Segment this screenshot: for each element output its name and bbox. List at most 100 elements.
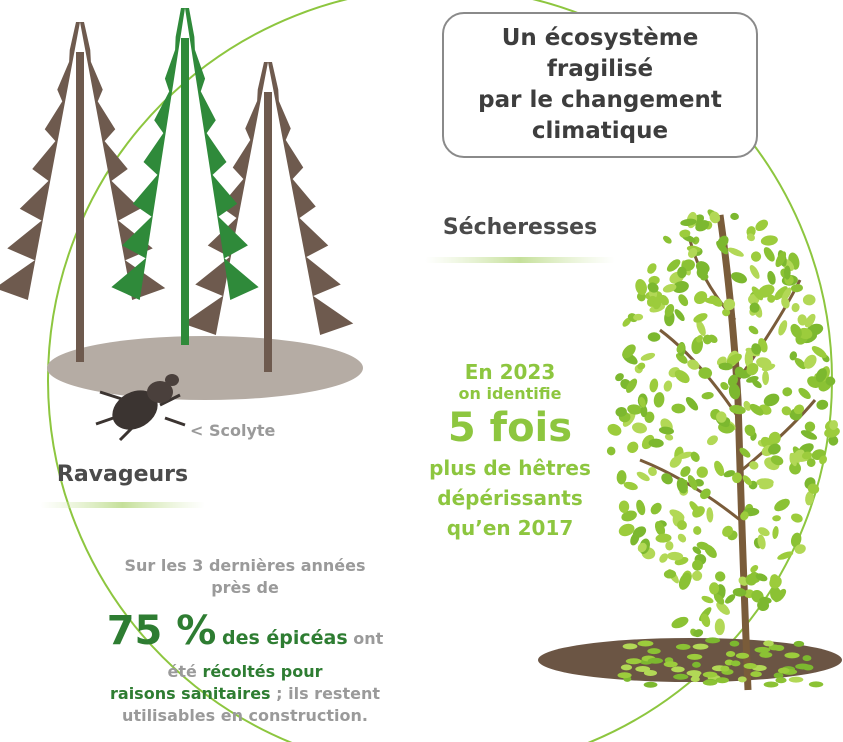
leaf [680, 466, 691, 477]
leaf [756, 478, 774, 487]
leaf [773, 672, 784, 679]
leaf [663, 569, 677, 579]
leaf [768, 443, 781, 455]
stat-line: près de [211, 578, 279, 597]
leaf [767, 270, 776, 285]
leaf [797, 314, 807, 326]
leaf [663, 661, 678, 668]
leaf [729, 404, 746, 415]
trunk [76, 52, 84, 362]
leaf [790, 513, 803, 523]
leaf [637, 362, 646, 370]
leaf [679, 229, 691, 238]
leaf [676, 451, 693, 460]
leaf [708, 334, 718, 344]
leaf [774, 286, 788, 301]
leaf [687, 359, 700, 370]
leaf [648, 467, 657, 477]
leaf [627, 441, 639, 454]
leaf [789, 351, 798, 361]
leaf [742, 475, 752, 486]
leaf [687, 474, 698, 491]
stat-line: qu’en 2017 [446, 516, 574, 540]
leaf [692, 559, 703, 571]
leaf [722, 308, 731, 317]
leaf [756, 357, 772, 369]
leaf [701, 391, 714, 400]
leaf [702, 671, 718, 678]
foliage [0, 22, 166, 300]
leaf [804, 421, 816, 432]
leaf [647, 648, 661, 655]
leaf [802, 294, 816, 306]
leaf [636, 471, 650, 482]
leaf [674, 309, 685, 322]
leaf [607, 423, 622, 436]
leaf [644, 411, 655, 423]
leaf [790, 284, 803, 293]
leaf [676, 477, 688, 494]
leaf [700, 488, 711, 500]
beetle-label: < Scolyte [190, 421, 276, 440]
leaf [655, 533, 672, 543]
leaf [739, 447, 751, 458]
leaf [664, 303, 675, 317]
leaf [727, 374, 738, 387]
leaf [716, 601, 730, 615]
leaf [784, 652, 800, 659]
leaf [816, 399, 829, 410]
leaf [709, 582, 720, 595]
leaf [743, 662, 757, 669]
stat-line: En 2023 [464, 360, 556, 384]
leaf [722, 525, 733, 537]
leaf [622, 643, 638, 650]
leaf [755, 219, 769, 232]
leaf [666, 259, 681, 272]
leaf [647, 332, 661, 342]
stat-text: ont [353, 629, 384, 648]
leaf [763, 247, 775, 262]
leaf [744, 424, 756, 437]
leaf [802, 664, 814, 671]
leaf [658, 426, 674, 435]
leaf [640, 405, 648, 418]
leaf [749, 461, 759, 470]
leaf [632, 422, 647, 434]
leaf [750, 671, 762, 678]
leaf [805, 491, 814, 506]
leaf [632, 526, 647, 539]
leaf [782, 387, 793, 397]
stat-line: plus de hêtres [429, 456, 591, 480]
leaf [694, 291, 708, 304]
leaf [763, 393, 780, 407]
leaf [757, 527, 770, 537]
leaf [627, 404, 643, 415]
conifers [0, 8, 354, 372]
leaf [618, 523, 635, 537]
leaf [696, 320, 706, 336]
stat-text: raisons sanitaires [110, 684, 271, 703]
leaf [635, 279, 647, 296]
leaf [715, 677, 729, 684]
leaf [616, 470, 627, 485]
leaf [720, 381, 729, 390]
leaf [718, 362, 733, 371]
leaf [777, 551, 794, 560]
leaf [762, 370, 769, 386]
leaf [680, 218, 697, 226]
leaf [725, 594, 736, 604]
leaf [709, 211, 721, 224]
leaf [673, 673, 689, 680]
leaf [705, 637, 721, 644]
pest-stat: Sur les 3 dernières années près de 75 % … [95, 555, 395, 727]
stat-line: on identifie [458, 384, 562, 403]
title-line: Un écosystème [501, 25, 699, 51]
leaf [620, 664, 633, 671]
leaf [819, 455, 828, 465]
leaf [693, 313, 708, 323]
leaf [704, 297, 721, 305]
leaf [772, 526, 779, 540]
leaf [807, 483, 820, 494]
leaf [727, 247, 744, 257]
